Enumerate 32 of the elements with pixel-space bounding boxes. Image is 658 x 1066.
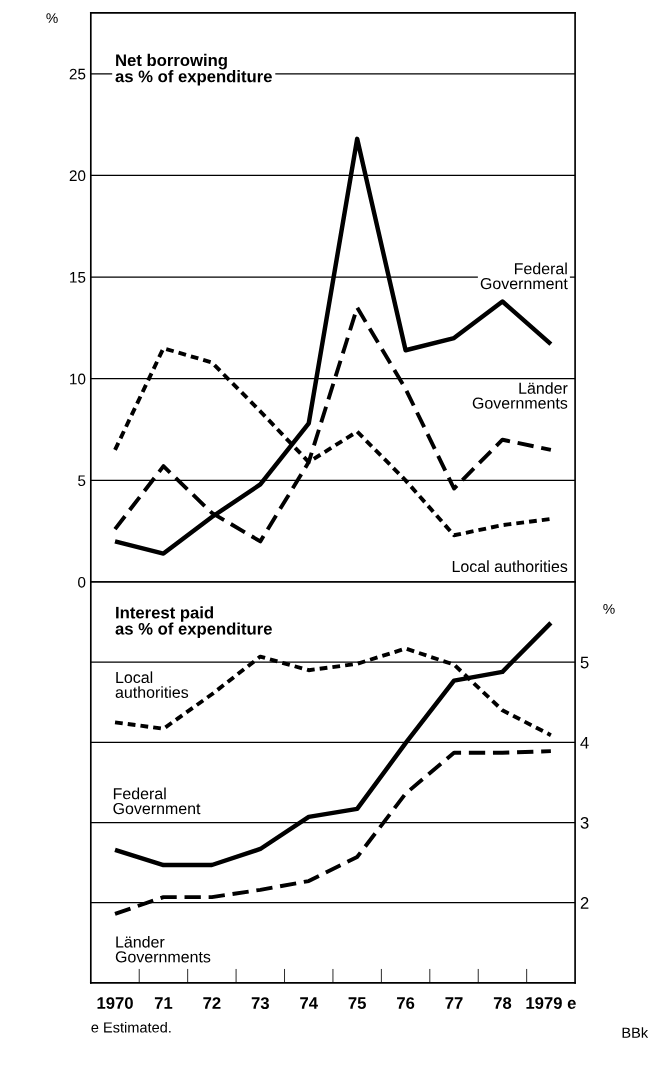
text: e Estimated. <box>91 1021 171 1033</box>
y-tick-label: 4 <box>580 736 589 749</box>
x-tick-label: 76 <box>397 997 415 1009</box>
x-tick-label: 73 <box>251 997 269 1010</box>
x-tick-label: 74 <box>300 997 318 1009</box>
y-tick-label: 5 <box>78 475 86 487</box>
y-tick-label: 10 <box>70 373 86 385</box>
text: Net borrowing as % of expenditure <box>115 53 272 86</box>
text: Interest paid as % of expenditure <box>115 606 272 638</box>
series-label: Local authorities <box>115 671 189 698</box>
x-tick-label: 77 <box>445 997 463 1009</box>
series-label: Federal Government <box>480 262 568 290</box>
y-tick-label: 3 <box>580 816 589 829</box>
y-tick-label: 15 <box>70 272 86 283</box>
y-tick-label: 0 <box>78 576 86 588</box>
y-axis-title: % <box>603 604 615 614</box>
y-tick-label: 2 <box>580 897 589 909</box>
y-axis-title: % <box>46 13 58 23</box>
text: BBk <box>622 1027 649 1038</box>
x-tick-label: 72 <box>203 997 221 1009</box>
text: Federal Government <box>113 787 201 815</box>
y-tick-label: 20 <box>69 170 86 182</box>
series-label: Länder Governments <box>115 935 211 963</box>
x-tick-label: 78 <box>493 997 512 1009</box>
x-tick-label: 75 <box>348 997 366 1009</box>
series-label: Local authorities <box>452 560 568 573</box>
x-tick-label: 71 <box>154 997 173 1009</box>
y-tick-label: 5 <box>580 656 589 669</box>
y-tick-label: 25 <box>69 68 86 80</box>
text: Länder Governments <box>472 382 568 409</box>
x-tick-label: 1979 e <box>526 997 576 1009</box>
x-tick-label: 1970 <box>97 997 133 1009</box>
